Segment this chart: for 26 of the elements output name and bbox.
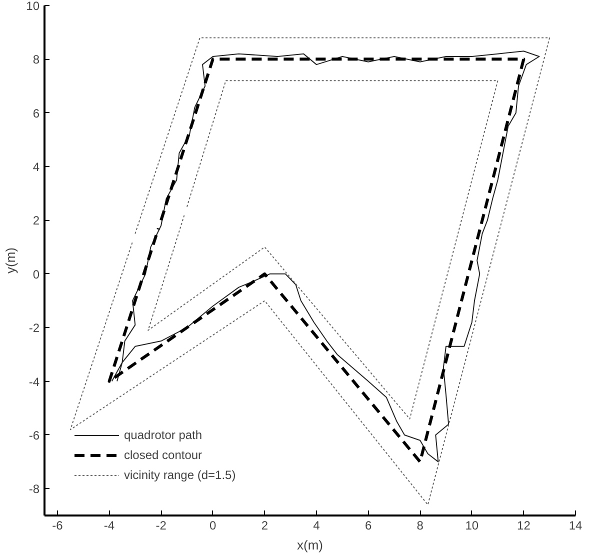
y-tick-label: -8 (28, 482, 40, 496)
y-tick-label: -6 (28, 428, 40, 442)
legend-label: closed contour (124, 448, 202, 462)
y-tick-label: 6 (32, 106, 40, 120)
y-tick-label: 10 (26, 0, 40, 13)
y-tick-label: 4 (32, 160, 40, 174)
x-tick-label: -2 (156, 518, 167, 532)
x-tick-label: 8 (416, 518, 424, 532)
legend-label: quadrotor path (124, 428, 202, 442)
y-tick-label: -4 (28, 374, 40, 389)
y-tick-label: 2 (32, 214, 40, 228)
x-tick-label: 0 (210, 518, 217, 532)
x-tick-label: 2 (261, 518, 268, 532)
x-tick-label: 10 (465, 518, 479, 532)
x-tick-label: 14 (568, 518, 582, 532)
y-axis-title: y(m) (3, 247, 18, 274)
x-tick-label: -6 (52, 518, 64, 532)
x-tick-label: -4 (104, 518, 115, 532)
y-tick-label: -2 (28, 321, 40, 336)
x-tick-label: 12 (517, 518, 531, 532)
y-tick-label: 0 (32, 267, 40, 282)
x-axis-title: x(m) (297, 538, 324, 552)
legend-label: vicinity range (d=1.5) (124, 468, 236, 482)
x-tick-label: 4 (313, 518, 320, 532)
y-tick-label: 8 (32, 52, 40, 67)
x-tick-label: 6 (364, 518, 372, 532)
